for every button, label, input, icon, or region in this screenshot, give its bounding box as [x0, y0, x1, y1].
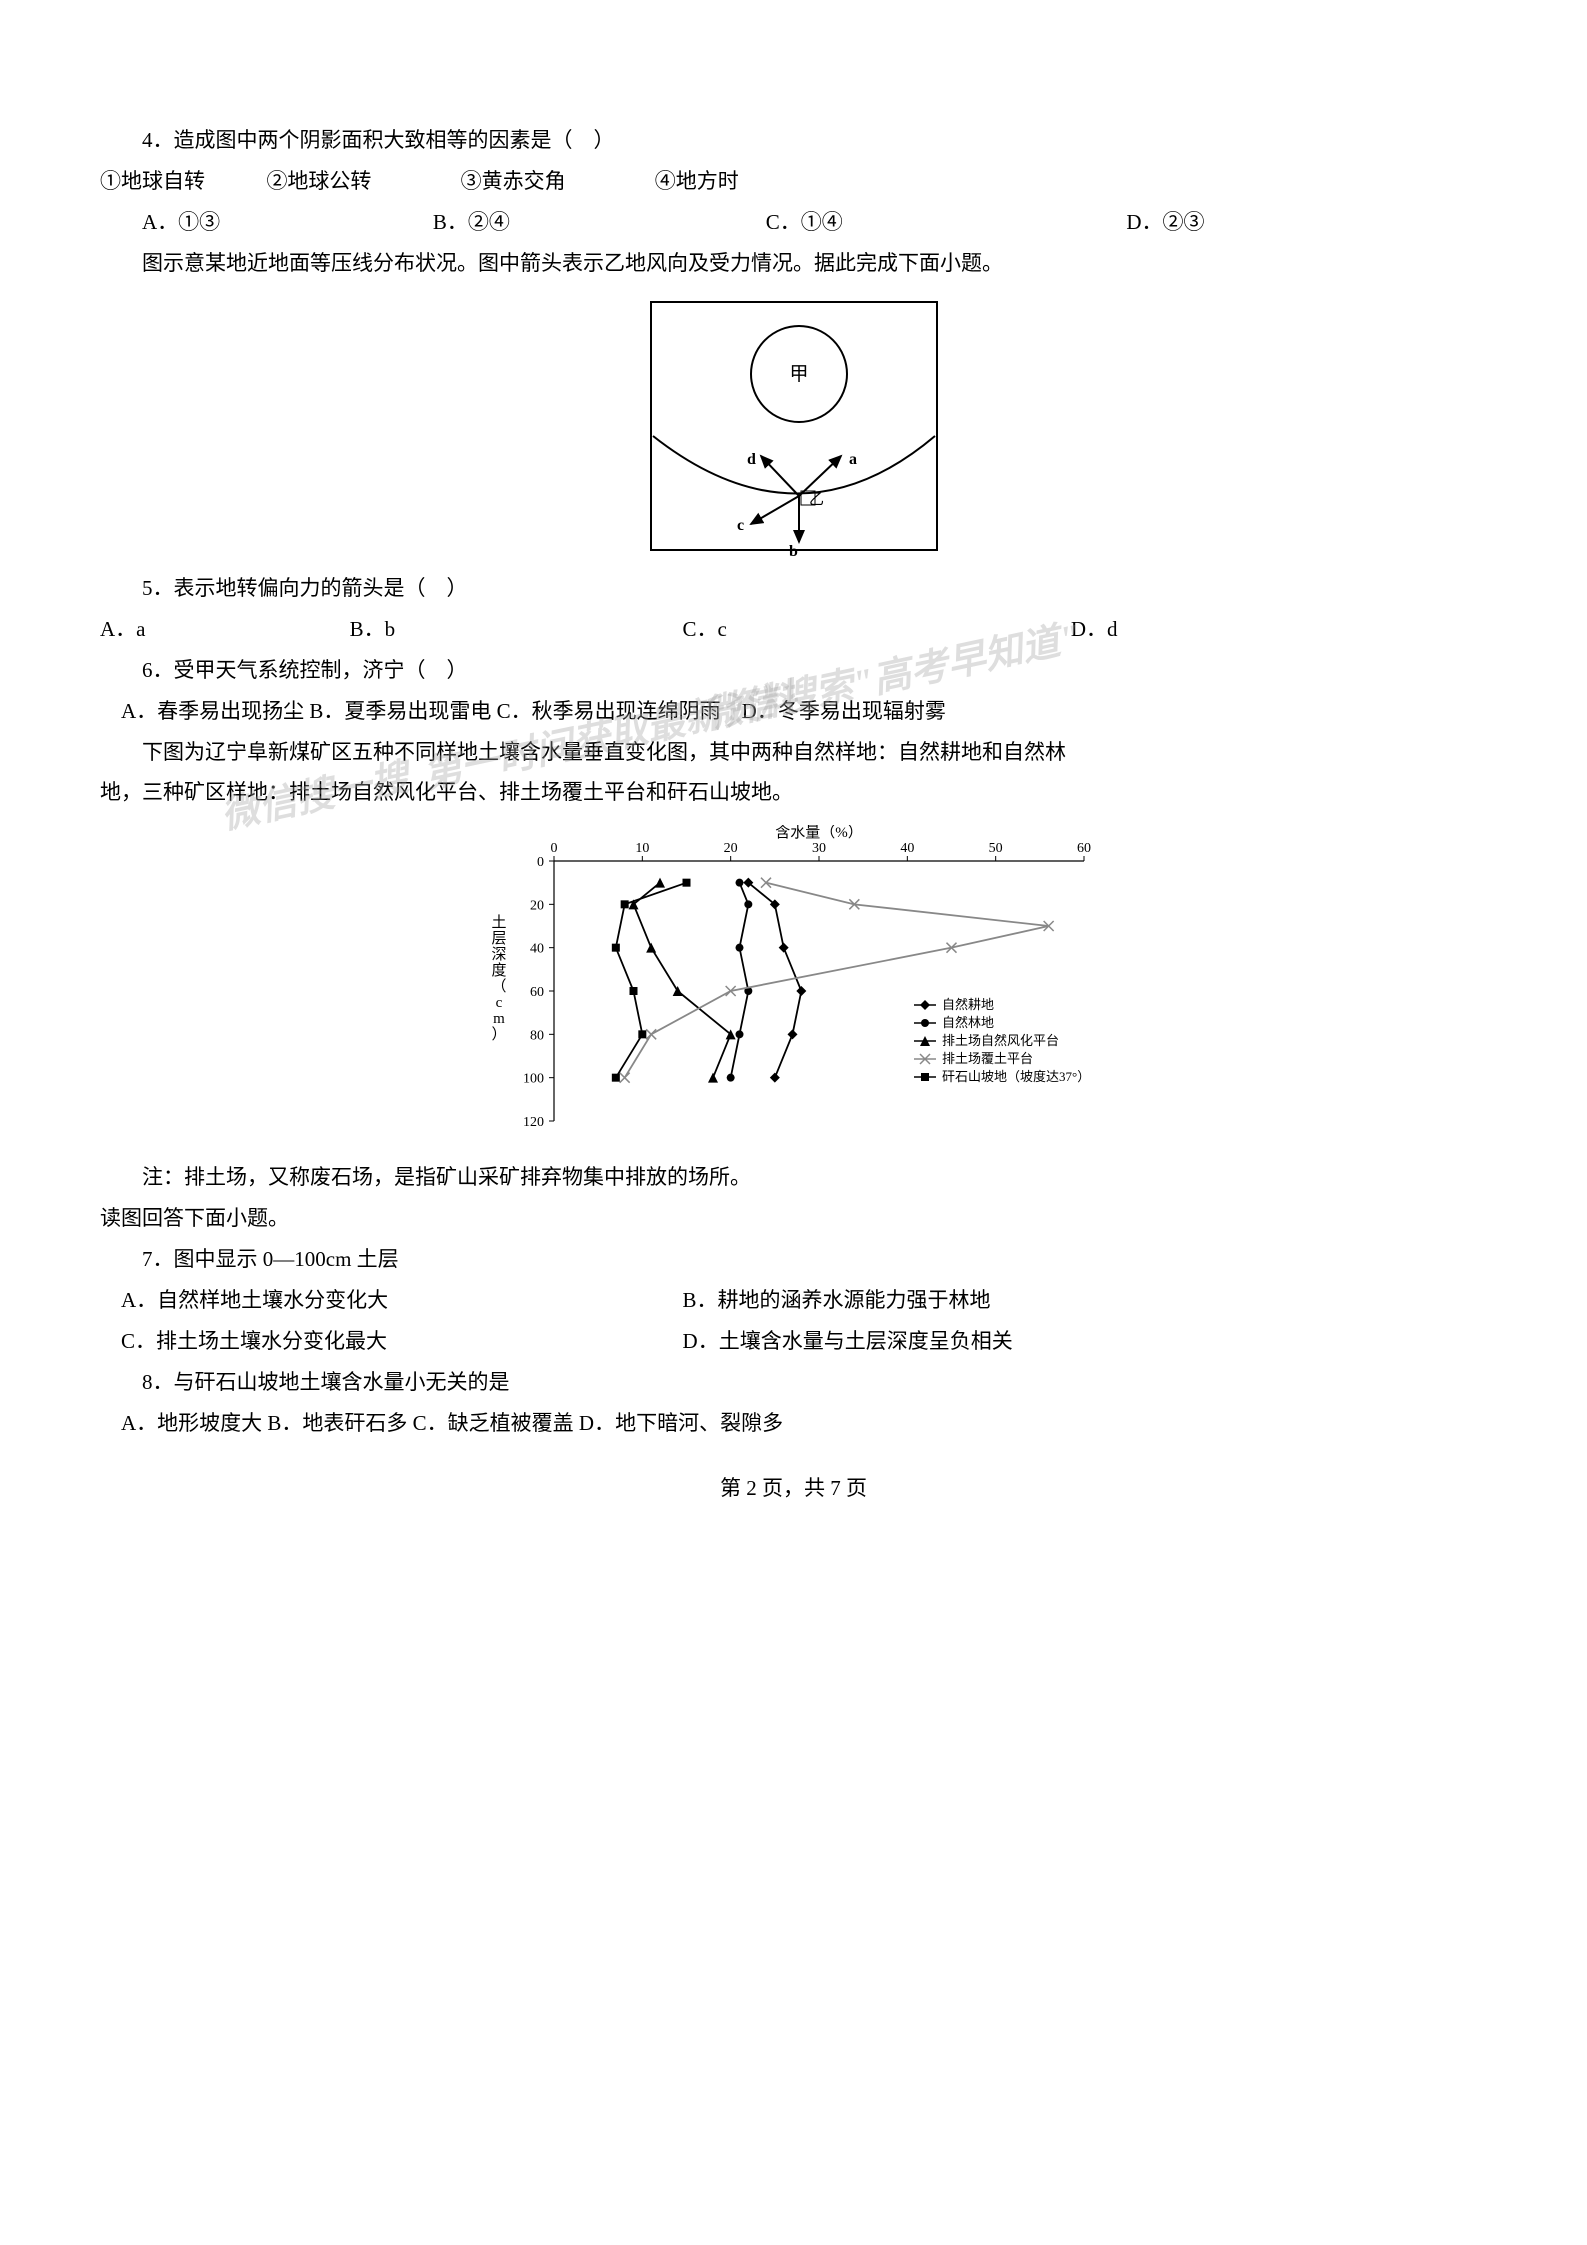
svg-text:d: d — [747, 451, 756, 468]
fig2-intro-b: 地，三种矿区样地：排土场自然风化平台、排土场覆土平台和矸石山坡地。 — [100, 772, 1487, 813]
fig2-note: 注：排土场，又称废石场，是指矿山采矿排弃物集中排放的场所。 — [100, 1157, 1487, 1198]
svg-text:自然林地: 自然林地 — [942, 1015, 994, 1030]
svg-text:）: ） — [491, 1026, 506, 1043]
watermark-region: 微信搜索"高考早知道" 第一时间获取最新资料 微信搜一搜 6．受甲天气系统控制，… — [100, 650, 1487, 814]
q4-options: A．①③ B．②④ C．①④ D．②③ — [100, 202, 1487, 243]
q4-term-2: ②地球公转 — [266, 161, 460, 202]
svg-text:土: 土 — [491, 914, 506, 931]
svg-text:（: （ — [491, 978, 506, 995]
q4-stem: 4．造成图中两个阴影面积大致相等的因素是（ ） — [100, 120, 1487, 161]
svg-text:b: b — [789, 543, 798, 556]
q7-row-2: C．排土场土壤水分变化最大 D．土壤含水量与土层深度呈负相关 — [100, 1321, 1487, 1362]
q7-option-d: D．土壤含水量与土层深度呈负相关 — [683, 1321, 1487, 1362]
q4-terms-row: ①地球自转 ②地球公转 ③黄赤交角 ④地方时 — [100, 161, 1487, 202]
q5-option-a: A．a — [100, 609, 350, 650]
read-cue: 读图回答下面小题。 — [100, 1198, 1487, 1239]
svg-text:80: 80 — [530, 1029, 544, 1044]
svg-text:20: 20 — [530, 899, 544, 914]
svg-text:50: 50 — [988, 841, 1002, 856]
svg-text:甲: 甲 — [789, 364, 808, 385]
page-content: 4．造成图中两个阴影面积大致相等的因素是（ ） ①地球自转 ②地球公转 ③黄赤交… — [100, 120, 1487, 1509]
fig1-intro: 图示意某地近地面等压线分布状况。图中箭头表示乙地风向及受力情况。据此完成下面小题… — [100, 243, 1487, 284]
svg-text:120: 120 — [523, 1115, 544, 1130]
q8-stem: 8．与矸石山坡地土壤含水量小无关的是 — [100, 1362, 1487, 1403]
svg-text:c: c — [737, 517, 744, 534]
svg-text:60: 60 — [530, 985, 544, 1000]
svg-text:m: m — [493, 1011, 505, 1027]
svg-text:度: 度 — [491, 962, 506, 979]
svg-text:0: 0 — [550, 841, 557, 856]
q7-option-b: B．耕地的涵养水源能力强于林地 — [683, 1280, 1487, 1321]
svg-text:乙: 乙 — [809, 492, 824, 508]
svg-text:10: 10 — [635, 841, 649, 856]
q4-option-c: C．①④ — [766, 202, 1127, 243]
figure-2-wrap: 0 10 20 30 40 50 60 含水量（%） 0 20 40 60 80 100 120 土层深度（c… — [100, 825, 1487, 1145]
q5-stem: 5．表示地转偏向力的箭头是（ ） — [100, 568, 1487, 609]
q6-options: A．春季易出现扬尘 B．夏季易出现雷电 C．秋季易出现连绵阴雨 D．冬季易出现辐… — [100, 691, 1487, 732]
q4-term-3: ③黄赤交角 — [461, 161, 655, 202]
svg-text:a: a — [849, 451, 857, 468]
svg-text:c: c — [495, 995, 502, 1011]
svg-text:深: 深 — [491, 946, 506, 963]
q7-row-1: A．自然样地土壤水分变化大 B．耕地的涵养水源能力强于林地 — [100, 1280, 1487, 1321]
q4-option-b: B．②④ — [433, 202, 766, 243]
q5-option-c: C．c — [683, 609, 1071, 650]
page-footer: 第 2 页，共 7 页 — [100, 1468, 1487, 1509]
svg-text:30: 30 — [812, 841, 826, 856]
fig2-intro-a: 下图为辽宁阜新煤矿区五种不同样地土壤含水量垂直变化图，其中两种自然样地：自然耕地… — [100, 732, 1487, 773]
svg-text:排土场自然风化平台: 排土场自然风化平台 — [942, 1033, 1059, 1048]
svg-text:40: 40 — [530, 942, 544, 957]
svg-text:排土场覆土平台: 排土场覆土平台 — [942, 1051, 1033, 1066]
svg-text:100: 100 — [523, 1072, 544, 1087]
q5-option-d: D．d — [1071, 609, 1404, 650]
q5-option-b: B．b — [350, 609, 683, 650]
q4-term-1: ①地球自转 — [100, 161, 266, 202]
q7-option-c: C．排土场土壤水分变化最大 — [100, 1321, 683, 1362]
q4-option-d: D．②③ — [1126, 202, 1487, 243]
figure-1-wrap: 甲 a b c d 乙 — [100, 296, 1487, 556]
svg-text:自然耕地: 自然耕地 — [942, 997, 994, 1012]
svg-text:60: 60 — [1077, 841, 1091, 856]
svg-text:40: 40 — [900, 841, 914, 856]
svg-text:矸石山坡地（坡度达37°）: 矸石山坡地（坡度达37°） — [942, 1069, 1090, 1084]
q4-option-a: A．①③ — [100, 202, 433, 243]
q4-term-4: ④地方时 — [655, 161, 849, 202]
svg-text:含水量（%）: 含水量（%） — [775, 825, 863, 841]
figure-2-chart: 0 10 20 30 40 50 60 含水量（%） 0 20 40 60 80 100 120 土层深度（c… — [474, 825, 1114, 1145]
svg-text:层: 层 — [491, 931, 506, 947]
figure-1-diagram: 甲 a b c d 乙 — [639, 296, 949, 556]
q5-options: A．a B．b C．c D．d — [100, 609, 1487, 650]
q7-stem: 7．图中显示 0—100cm 土层 — [100, 1239, 1487, 1280]
svg-text:20: 20 — [723, 841, 737, 856]
q6-stem: 6．受甲天气系统控制，济宁（ ） — [100, 650, 1487, 691]
svg-text:0: 0 — [537, 855, 544, 870]
q7-option-a: A．自然样地土壤水分变化大 — [100, 1280, 683, 1321]
q8-options: A．地形坡度大 B．地表矸石多 C．缺乏植被覆盖 D．地下暗河、裂隙多 — [100, 1403, 1487, 1444]
